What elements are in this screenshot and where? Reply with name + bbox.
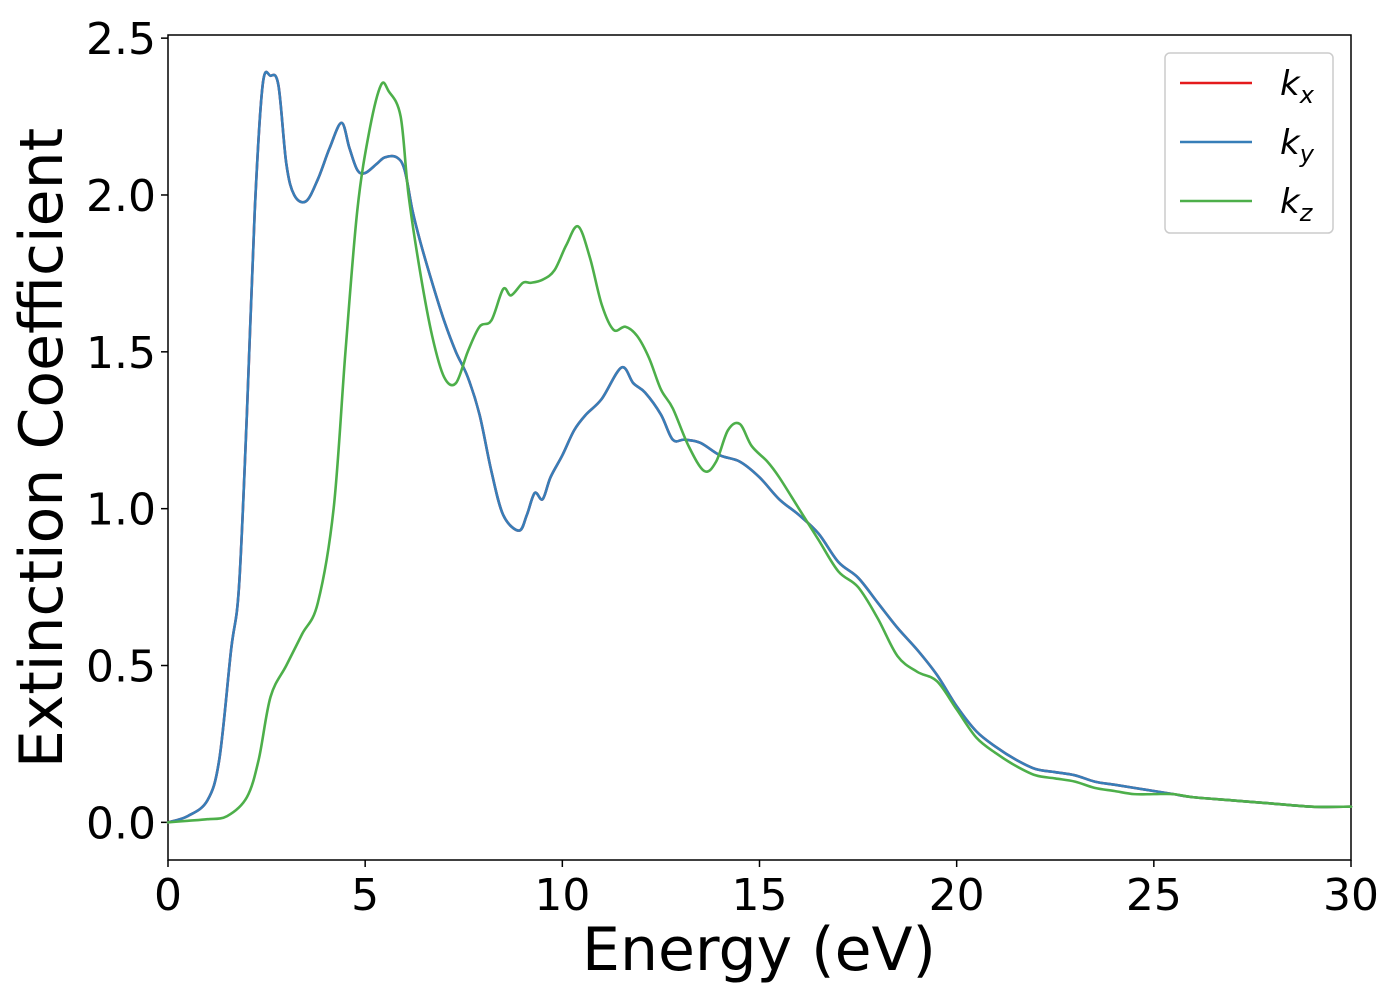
- x-tick-label: 25: [1126, 870, 1182, 921]
- y-axis-label: Extinction Coefficient: [7, 128, 77, 768]
- x-tick-label: 30: [1323, 870, 1379, 921]
- legend-label-sub: z: [1299, 199, 1314, 227]
- legend-label-main: k: [1280, 182, 1301, 222]
- legend-label-k-z: kz: [1280, 182, 1314, 227]
- y-tick-label: 0.0: [86, 798, 156, 849]
- x-tick-label: 5: [351, 870, 379, 921]
- y-tick-label: 2.0: [86, 171, 156, 222]
- x-tick-label: 10: [534, 870, 590, 921]
- legend-label-sub: y: [1299, 140, 1315, 168]
- y-tick-label: 1.5: [86, 328, 156, 379]
- series-line-k-y: [166, 70, 1353, 824]
- y-tick-label: 1.0: [86, 485, 156, 536]
- x-tick-label: 15: [732, 870, 788, 921]
- series-layer: [166, 70, 1353, 824]
- x-tick-label: 0: [154, 870, 182, 921]
- legend-label-main: k: [1280, 64, 1301, 104]
- legend-label-sub: x: [1299, 81, 1315, 109]
- y-tick-label: 0.5: [86, 642, 156, 693]
- y-tick-label: 2.5: [86, 14, 156, 65]
- x-tick-label: 20: [929, 870, 985, 921]
- legend-label-main: k: [1280, 123, 1301, 163]
- legend-label-k-x: kx: [1280, 64, 1315, 109]
- x-axis-label: Energy (eV): [582, 915, 936, 985]
- series-line-k-z: [166, 81, 1353, 824]
- y-axis-ticks: 0.0 0.5 1.0 1.5 2.0 2.5: [86, 14, 168, 849]
- legend-label-k-y: ky: [1280, 123, 1315, 168]
- x-axis-ticks: 0 5 10 15 20 25 30: [154, 860, 1379, 921]
